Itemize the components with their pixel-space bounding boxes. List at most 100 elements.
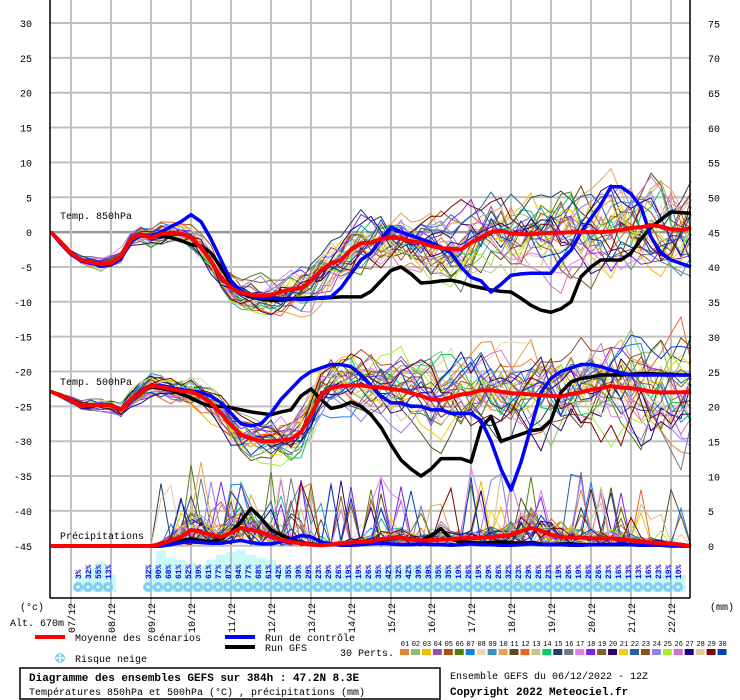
snowflake-icon <box>183 582 193 592</box>
snowflake-center <box>186 585 190 589</box>
label-t500: Temp. 500hPa <box>60 377 132 389</box>
date-label: 22/12 <box>667 603 679 633</box>
ensemble-members <box>50 167 692 548</box>
perturbation-id: 13 <box>532 641 540 649</box>
snow-risk-bar <box>206 559 216 592</box>
snowflake-icon <box>173 582 183 592</box>
perturbation-swatch <box>673 649 683 655</box>
snow-risk-bar <box>366 570 376 592</box>
right-tick-label: 65 <box>708 90 720 101</box>
snow-risk-percent: 77% <box>215 564 224 579</box>
snow-risk-bar <box>576 572 586 592</box>
snow-risk-percent: 26% <box>495 564 504 579</box>
legend: Moyenne des scénarios Run de contrôle Ru… <box>35 633 727 666</box>
snowflake-icon <box>643 582 653 592</box>
legend-mean-label: Moyenne des scénarios <box>75 633 201 645</box>
date-label: 10/12 <box>187 603 199 633</box>
mean-t500-line <box>50 383 692 444</box>
snowflake-icon <box>213 582 223 592</box>
snowflake-center <box>206 585 210 589</box>
snowflake-center <box>446 585 450 589</box>
snowflake-icon <box>433 582 443 592</box>
snowflake-icon <box>163 582 173 592</box>
perturbation-swatch <box>684 649 694 655</box>
snowflake-center <box>146 585 150 589</box>
snow-risk-percent: 61% <box>205 564 214 579</box>
perturbation-swatch <box>662 649 672 655</box>
snow-risk-bar <box>416 566 426 592</box>
snow-risk-percent: 19% <box>345 564 354 579</box>
perturbation-swatch <box>443 649 453 655</box>
snow-risk-percent: 13% <box>635 564 644 579</box>
snowflake-icon <box>633 582 643 592</box>
perturbation-id: 03 <box>423 641 431 649</box>
legend-swatch-mean <box>35 635 65 639</box>
left-tick-label: -30 <box>14 438 32 449</box>
snow-risk-percent: 16% <box>615 564 624 579</box>
perturbation-swatch <box>695 649 705 655</box>
perturbation-id: 04 <box>434 641 442 649</box>
perturbation-id: 26 <box>675 641 683 649</box>
date-label: 20/12 <box>587 603 599 633</box>
snowflake-center <box>406 585 410 589</box>
snowflake-icon <box>503 582 513 592</box>
snowflake-icon <box>453 582 463 592</box>
snow-risk-percent: 39% <box>195 564 204 579</box>
snowflake-icon <box>153 582 163 592</box>
snowflake-center <box>106 585 110 589</box>
snowflake-icon <box>353 582 363 592</box>
run-label: Ensemble GEFS du 06/12/2022 - 12Z <box>450 671 648 683</box>
snow-risk-percent: 39% <box>415 564 424 579</box>
snowflake-icon <box>383 582 393 592</box>
snowflake-icon <box>203 582 213 592</box>
snow-risk-bar <box>616 573 626 592</box>
date-label: 14/12 <box>347 603 359 633</box>
snow-risk-bar <box>216 554 226 592</box>
snowflake-center <box>76 585 80 589</box>
snowflake-center <box>396 585 400 589</box>
perturbation-id: 25 <box>664 641 672 649</box>
perturbation-id: 18 <box>587 641 595 649</box>
right-axis-unit: (mm) <box>710 602 734 614</box>
snow-risk-bar <box>336 570 346 592</box>
perturbation-id: 24 <box>653 641 661 649</box>
snowflake-center <box>546 585 550 589</box>
snowflake-icon <box>573 582 583 592</box>
right-tick-label: 60 <box>708 125 720 136</box>
grid <box>50 0 690 612</box>
right-tick-label: 5 <box>708 508 714 519</box>
snow-risk-percent: 3% <box>75 569 84 579</box>
snowflake-center <box>646 585 650 589</box>
snowflake-center <box>626 585 630 589</box>
snowflake-center <box>656 585 660 589</box>
snow-risk-bar <box>406 565 416 592</box>
snowflake-center <box>506 585 510 589</box>
snowflake-icon <box>333 582 343 592</box>
left-tick-label: 20 <box>20 90 32 101</box>
perturbation-swatch <box>454 649 464 655</box>
snow-risk-bar <box>396 568 406 592</box>
snow-risk-percent: 16% <box>645 564 654 579</box>
perturbation-swatch <box>651 649 661 655</box>
perturbation-swatch <box>619 649 628 655</box>
snowflake-icon <box>263 582 273 592</box>
member-29-t500-line <box>50 353 692 449</box>
right-tick-label: 70 <box>708 55 720 66</box>
snow-risk-percent: 26% <box>365 564 374 579</box>
snowflake-center <box>496 585 500 589</box>
perturbation-swatch <box>520 649 530 655</box>
left-tick-label: 10 <box>20 159 32 170</box>
snow-risk-percent: 32% <box>85 564 94 579</box>
right-tick-label: 55 <box>708 160 720 171</box>
snowflake-center <box>326 585 330 589</box>
snowflake-icon <box>603 582 613 592</box>
snow-risk-bar <box>96 561 106 592</box>
snow-risk-percent: 39% <box>425 564 434 579</box>
mean-precip-line <box>51 525 692 548</box>
title-box <box>19 667 441 700</box>
snow-risk-bar <box>646 573 656 592</box>
snow-risk-percent: 26% <box>465 564 474 579</box>
snow-risk-bar <box>156 551 166 592</box>
snow-risk-bar <box>276 565 286 592</box>
snow-risk-percent: 32% <box>505 564 514 579</box>
